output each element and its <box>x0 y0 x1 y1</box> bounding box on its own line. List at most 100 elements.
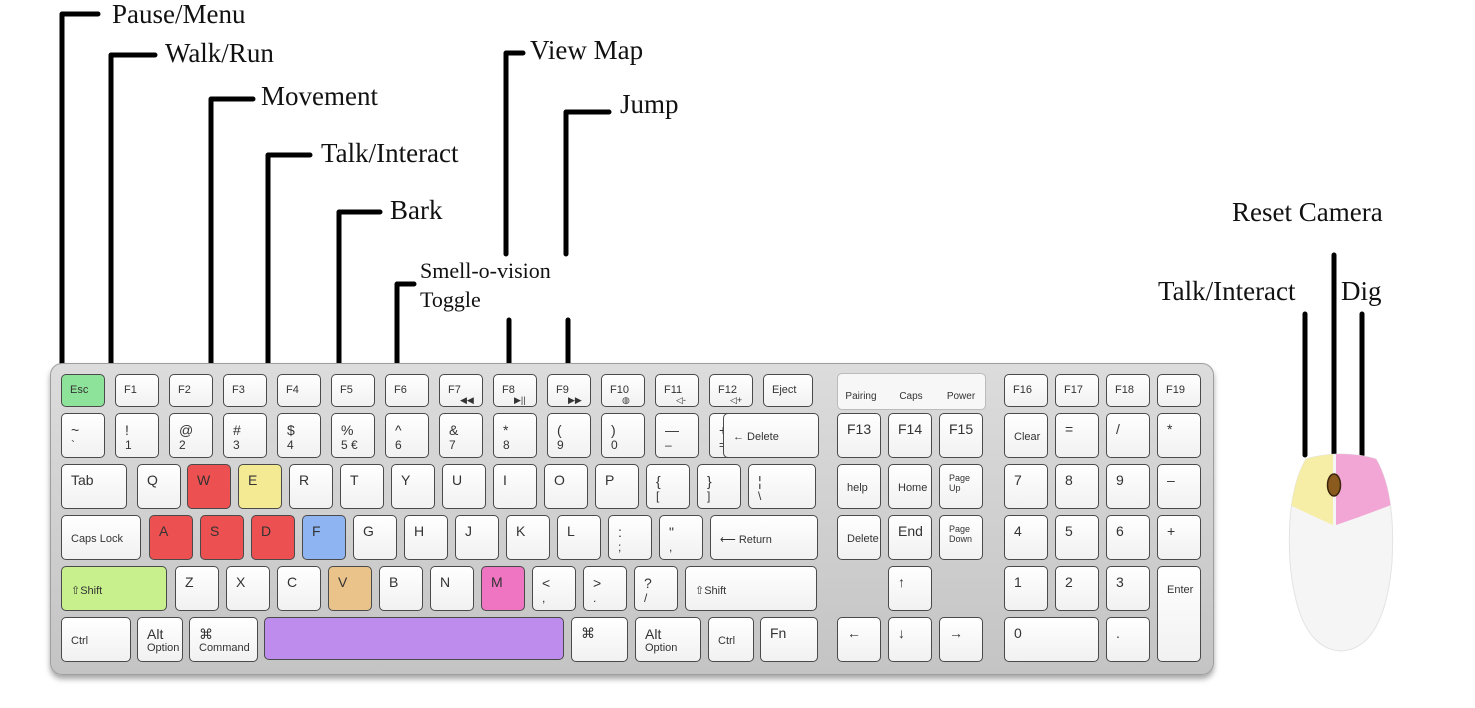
key-lctrl[interactable]: Ctrl <box>61 617 131 662</box>
key-eject[interactable]: Eject <box>763 374 813 407</box>
key-tilde[interactable]: ~ ` <box>61 413 105 458</box>
key-d[interactable]: D <box>251 515 295 560</box>
key-r[interactable]: R <box>289 464 333 509</box>
key-lshift[interactable]: ⇧Shift <box>61 566 167 611</box>
key-f12[interactable]: F12 ◁+ <box>709 374 753 407</box>
key-h[interactable]: H <box>404 515 448 560</box>
key-slash[interactable]: ? / <box>634 566 678 611</box>
key-f17[interactable]: F17 <box>1055 374 1099 407</box>
key-np_minus[interactable]: – <box>1157 464 1201 509</box>
key-f3[interactable]: F3 <box>223 374 267 407</box>
key-np_div[interactable]: / <box>1106 413 1150 458</box>
key-k5[interactable]: % 5 € <box>331 413 375 458</box>
key-y[interactable]: Y <box>391 464 435 509</box>
key-np9[interactable]: 9 <box>1106 464 1150 509</box>
key-np6[interactable]: 6 <box>1106 515 1150 560</box>
key-f13[interactable]: F13 <box>837 413 881 458</box>
key-left[interactable]: ← <box>837 617 881 662</box>
key-rctrl[interactable]: Ctrl <box>708 617 754 662</box>
key-rcmd[interactable]: ⌘ <box>571 617 628 662</box>
key-fn[interactable]: Fn <box>760 617 818 662</box>
key-j[interactable]: J <box>455 515 499 560</box>
key-space[interactable] <box>264 617 564 660</box>
key-k9[interactable]: (9 <box>547 413 591 458</box>
key-tab[interactable]: Tab <box>61 464 127 509</box>
key-f19[interactable]: F19 <box>1157 374 1201 407</box>
key-f16[interactable]: F16 <box>1004 374 1048 407</box>
key-down[interactable]: ↓ <box>888 617 932 662</box>
key-np1[interactable]: 1 <box>1004 566 1048 611</box>
key-np5[interactable]: 5 <box>1055 515 1099 560</box>
key-w[interactable]: W <box>187 464 231 509</box>
key-home[interactable]: Home <box>888 464 932 509</box>
key-a[interactable]: A <box>149 515 193 560</box>
key-pgup[interactable]: Page Up <box>939 464 983 509</box>
key-np_plus[interactable]: + <box>1157 515 1201 560</box>
key-pairing[interactable]: Pairing <box>841 374 881 407</box>
key-k0[interactable]: ) 0 <box>601 413 645 458</box>
key-ralt[interactable]: Alt Option <box>635 617 701 662</box>
key-k6[interactable]: ^ 6 <box>385 413 429 458</box>
key-o[interactable]: O <box>544 464 588 509</box>
key-s[interactable]: S <box>200 515 244 560</box>
key-k3[interactable]: #3 <box>223 413 267 458</box>
key-quote[interactable]: ", <box>659 515 703 560</box>
key-period[interactable]: >. <box>583 566 627 611</box>
key-np0[interactable]: 0 <box>1004 617 1099 662</box>
key-f6[interactable]: F6 <box>385 374 429 407</box>
key-k2[interactable]: @2 <box>169 413 213 458</box>
key-f5[interactable]: F5 <box>331 374 375 407</box>
key-e[interactable]: E <box>238 464 282 509</box>
key-t[interactable]: T <box>340 464 384 509</box>
key-f11[interactable]: F11 ◁- <box>655 374 699 407</box>
key-np7[interactable]: 7 <box>1004 464 1048 509</box>
key-help[interactable]: help <box>837 464 881 509</box>
key-np_eq[interactable]: = <box>1055 413 1099 458</box>
key-k[interactable]: K <box>506 515 550 560</box>
key-end[interactable]: End <box>888 515 932 560</box>
key-f1[interactable]: F1 <box>115 374 159 407</box>
key-f7[interactable]: F7 ◀◀ <box>439 374 483 407</box>
key-rshift[interactable]: ⇧Shift <box>685 566 817 611</box>
key-k8[interactable]: * 8 <box>493 413 537 458</box>
key-np_dot[interactable]: . <box>1106 617 1150 662</box>
key-k7[interactable]: & 7 <box>439 413 483 458</box>
key-n[interactable]: N <box>430 566 474 611</box>
key-minus[interactable]: — – <box>655 413 699 458</box>
key-bkey[interactable]: B <box>379 566 423 611</box>
key-clear[interactable]: Clear <box>1004 413 1048 458</box>
key-f15[interactable]: F15 <box>939 413 983 458</box>
key-capslock[interactable]: Caps Lock <box>61 515 141 560</box>
key-f[interactable]: F <box>302 515 346 560</box>
key-f18[interactable]: F18 <box>1106 374 1150 407</box>
key-k1[interactable]: ! 1 <box>115 413 159 458</box>
key-x[interactable]: X <box>226 566 270 611</box>
key-f4[interactable]: F4 <box>277 374 321 407</box>
key-np2[interactable]: 2 <box>1055 566 1099 611</box>
key-f10[interactable]: F10 ◍ <box>601 374 645 407</box>
key-semi[interactable]: :; <box>608 515 652 560</box>
key-p[interactable]: P <box>595 464 639 509</box>
key-pgdn[interactable]: Page Down <box>939 515 983 560</box>
key-q[interactable]: Q <box>137 464 181 509</box>
key-pipe[interactable]: ¦ \ <box>748 464 816 509</box>
key-lcmd[interactable]: ⌘ Command <box>189 617 258 662</box>
key-c[interactable]: C <box>277 566 321 611</box>
key-comma[interactable]: <, <box>532 566 576 611</box>
key-np_mul[interactable]: * <box>1157 413 1201 458</box>
key-f8[interactable]: F8 ▶|| <box>493 374 537 407</box>
key-f2[interactable]: F2 <box>169 374 213 407</box>
key-np8[interactable]: 8 <box>1055 464 1099 509</box>
key-z[interactable]: Z <box>175 566 219 611</box>
key-enter[interactable]: Enter <box>1157 566 1201 662</box>
key-rbrace[interactable]: }] <box>697 464 741 509</box>
key-np4[interactable]: 4 <box>1004 515 1048 560</box>
key-lbrace[interactable]: {[ <box>646 464 690 509</box>
key-lalt[interactable]: Alt Option <box>137 617 183 662</box>
key-up[interactable]: ↑ <box>888 566 932 611</box>
key-v[interactable]: V <box>328 566 372 611</box>
key-right[interactable]: → <box>939 617 983 662</box>
key-u[interactable]: U <box>442 464 486 509</box>
key-m[interactable]: M <box>481 566 525 611</box>
key-l[interactable]: L <box>557 515 601 560</box>
